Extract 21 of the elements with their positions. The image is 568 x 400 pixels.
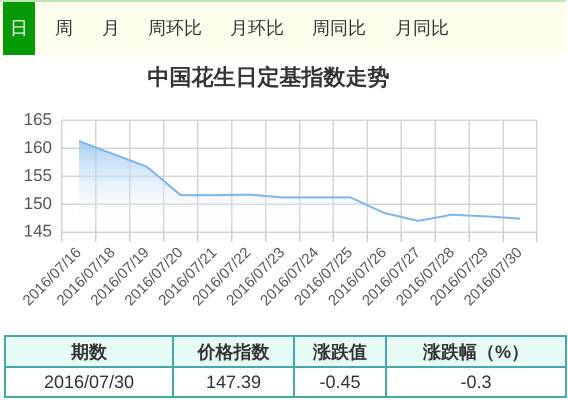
y-tick-label: 165 (24, 110, 52, 130)
text: 周同比 (312, 17, 366, 40)
y-tick-label: 145 (24, 222, 52, 241)
text: -0.3 (386, 367, 566, 397)
y-tick-label: 155 (24, 166, 52, 185)
text: 期数 (5, 336, 173, 367)
text: -0.45 (294, 367, 386, 397)
text: 月同比 (395, 17, 449, 40)
y-tick-label: 150 (24, 194, 52, 213)
text: 涨跌值 (294, 336, 386, 367)
text: 月环比 (230, 17, 284, 40)
chart-title: 中国花生日定基指数走势 (148, 64, 390, 90)
y-tick-label: 160 (24, 138, 52, 157)
text: 周 (55, 17, 73, 40)
text: 2016/07/30 (5, 367, 173, 397)
text: 周环比 (148, 17, 202, 40)
text: 月 (102, 17, 120, 40)
text: 涨跌幅（%） (386, 336, 566, 367)
text: 价格指数 (173, 336, 294, 367)
text: 147.39 (173, 367, 294, 397)
text: 日 (3, 2, 35, 55)
